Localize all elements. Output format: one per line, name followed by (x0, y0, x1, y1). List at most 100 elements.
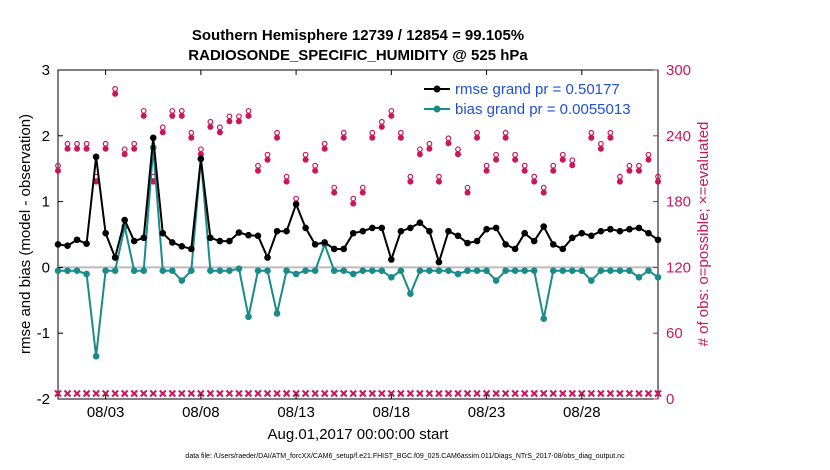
obs-possible-point (597, 140, 604, 147)
obs-possible-marker (550, 167, 557, 174)
obs-possible-marker (216, 129, 223, 136)
x-tick-label: 08/08 (182, 404, 220, 421)
obs-possible-marker (264, 156, 271, 163)
bias-point (464, 267, 471, 274)
bias-point (235, 265, 243, 273)
bias-point (540, 315, 548, 323)
obs-possible-point (264, 151, 271, 158)
rmse-point (521, 229, 528, 237)
obs-evaluated-point (235, 389, 243, 398)
obs-possible-marker (445, 140, 452, 147)
bias-point (368, 267, 376, 274)
obs-evaluated-stroke (225, 389, 234, 398)
rmse-point (54, 241, 62, 248)
bias-point (568, 267, 576, 274)
obs-possible-point (464, 184, 471, 191)
obs-possible-marker (169, 112, 176, 119)
obs-evaluated-point (359, 389, 367, 398)
rmse-point (635, 224, 643, 232)
obs-evaluated-point (454, 389, 462, 398)
rmse-point (607, 225, 614, 233)
obs-evaluated-stroke (282, 389, 291, 398)
obs-evaluated-stroke (149, 389, 157, 398)
rmse-point (64, 242, 71, 249)
obs-evaluated-stroke (273, 389, 281, 398)
obs-possible-marker (464, 189, 471, 196)
bias-point (445, 267, 452, 274)
obs-evaluated-point (330, 389, 338, 398)
obs-evaluated-stroke (330, 389, 338, 398)
obs-evaluated-point (140, 389, 148, 398)
bias-point (521, 267, 528, 274)
obs-evaluated-point (101, 389, 110, 398)
obs-possible-point (569, 157, 576, 164)
obs-possible-marker (178, 112, 185, 119)
obs-evaluated-stroke (92, 389, 100, 398)
y-tick-label: -2 (37, 391, 50, 408)
obs-possible-point (274, 129, 280, 136)
obs-possible-point (197, 146, 204, 153)
rmse-point (340, 245, 348, 253)
bias-point (635, 273, 643, 281)
bias-point (607, 267, 614, 274)
obs-evaluated-point (292, 389, 300, 398)
y-tick-label: 1 (42, 194, 50, 211)
bias-point (578, 267, 586, 274)
obs-possible-marker (597, 145, 604, 152)
obs-evaluated-stroke (378, 389, 386, 398)
y2-tick-label: 0 (666, 391, 674, 408)
rmse-point (92, 153, 100, 161)
obs-evaluated-point (549, 389, 557, 398)
obs-possible-series (55, 86, 661, 207)
bias-point (473, 267, 481, 274)
x-tick-label: 08/28 (563, 404, 601, 421)
rmse-point (368, 224, 376, 232)
obs-evaluated-point (120, 389, 129, 398)
obs-evaluated-stroke (168, 389, 176, 398)
obs-possible-point (483, 162, 490, 169)
obs-evaluated-point (168, 389, 176, 398)
obs-possible-marker (474, 134, 481, 141)
obs-possible-marker (540, 189, 547, 196)
obs-evaluated-stroke (187, 389, 196, 398)
bias-point (359, 267, 367, 274)
y2-axis-label: # of obs: o=possible; ×=evaluated (695, 122, 712, 347)
obs-possible-point (293, 195, 299, 202)
obs-evaluated-point (82, 389, 91, 398)
bias-line (58, 147, 659, 357)
obs-possible-marker (369, 134, 376, 141)
obs-possible-point (493, 151, 499, 158)
rmse-point (597, 227, 605, 235)
obs-evaluated-stroke (101, 389, 110, 398)
bias-point (64, 267, 71, 274)
bias-point (654, 273, 662, 281)
obs-evaluated-stroke (301, 389, 310, 398)
obs-possible-marker (359, 189, 366, 196)
obs-possible-marker (626, 167, 633, 174)
obs-possible-marker (350, 200, 357, 207)
y2-tick-label: 120 (666, 259, 691, 276)
obs-possible-point (607, 129, 614, 136)
obs-possible-point (378, 118, 385, 125)
legend-rmse-marker (433, 85, 441, 93)
rmse-point (502, 241, 509, 248)
y-axis-label: rmse and bias (model - observation) (17, 114, 34, 354)
obs-possible-point (131, 140, 138, 147)
rmse-point (445, 227, 452, 235)
plot-frame (57, 69, 659, 400)
bias-point (549, 267, 557, 274)
obs-evaluated-point (178, 389, 186, 398)
obs-possible-point (83, 140, 90, 147)
y2-tick-label: 60 (666, 325, 683, 342)
obs-possible-point (226, 113, 233, 120)
obs-evaluated-stroke (520, 389, 529, 398)
bias-point (454, 270, 462, 278)
obs-evaluated-stroke (406, 389, 415, 398)
obs-possible-marker (435, 178, 442, 185)
obs-possible-marker (226, 118, 233, 125)
x-tick-label: 08/18 (373, 404, 411, 421)
obs-possible-marker (302, 156, 309, 163)
obs-possible-point (178, 107, 185, 114)
obs-possible-point (312, 162, 319, 169)
